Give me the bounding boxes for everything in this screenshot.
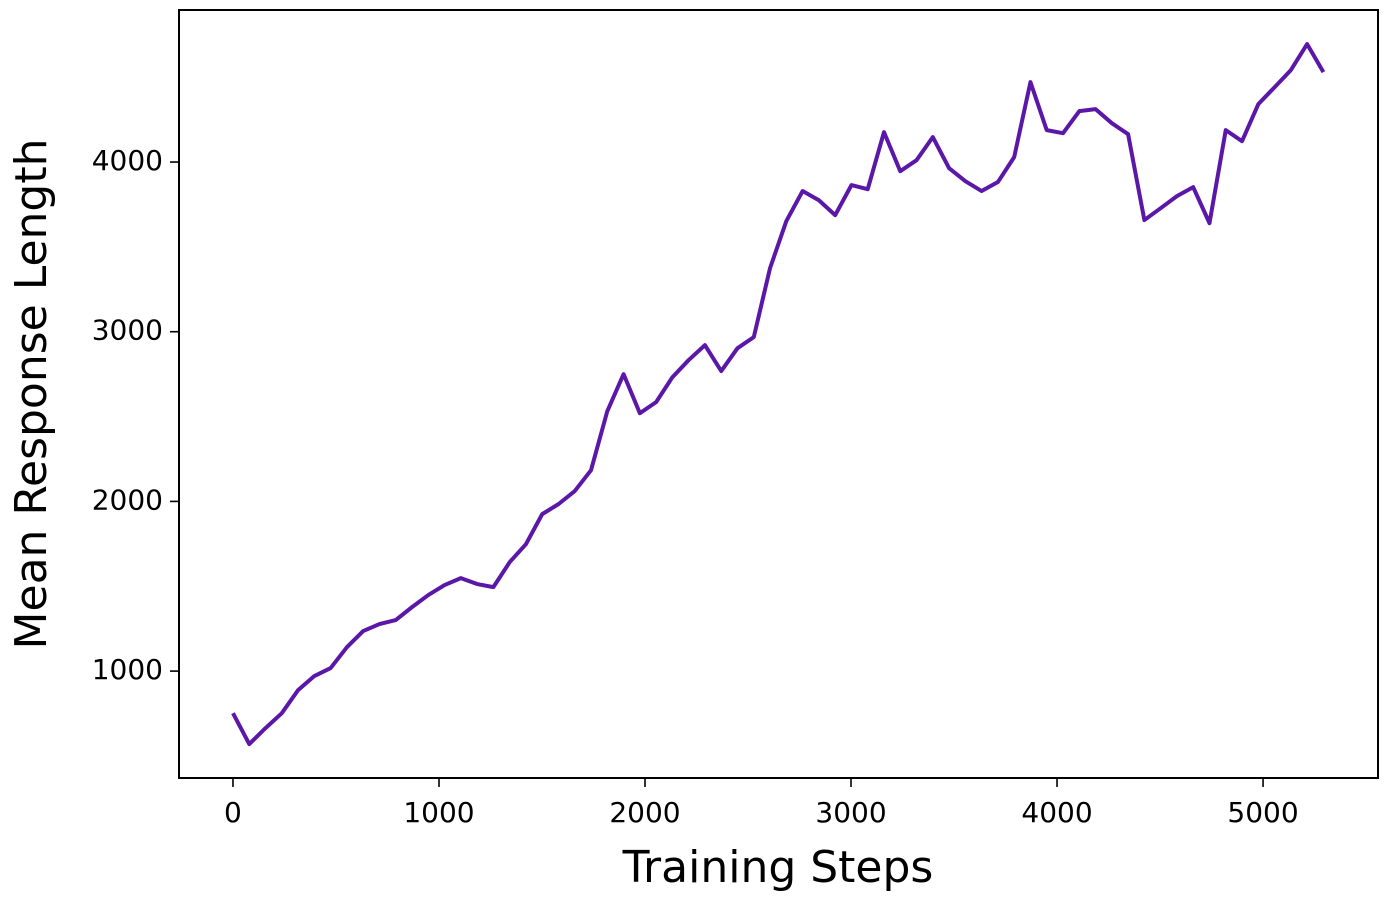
- x-tick-label: 3000: [815, 796, 886, 829]
- x-tick-label: 1000: [403, 796, 474, 829]
- x-tick-label: 2000: [609, 796, 680, 829]
- x-tick-label: 4000: [1021, 796, 1092, 829]
- x-tick-label: 5000: [1227, 796, 1298, 829]
- y-axis-label: Mean Response Length: [6, 139, 57, 650]
- x-tick-label: 0: [224, 796, 242, 829]
- y-tick-label: 3000: [92, 314, 163, 347]
- line-series: [231, 42, 1326, 747]
- plot-frame: [178, 9, 1379, 779]
- x-axis-label: Training Steps: [622, 842, 934, 893]
- y-tick-label: 4000: [92, 144, 163, 177]
- y-tick-label: 2000: [92, 483, 163, 516]
- y-tick-label: 1000: [92, 653, 163, 686]
